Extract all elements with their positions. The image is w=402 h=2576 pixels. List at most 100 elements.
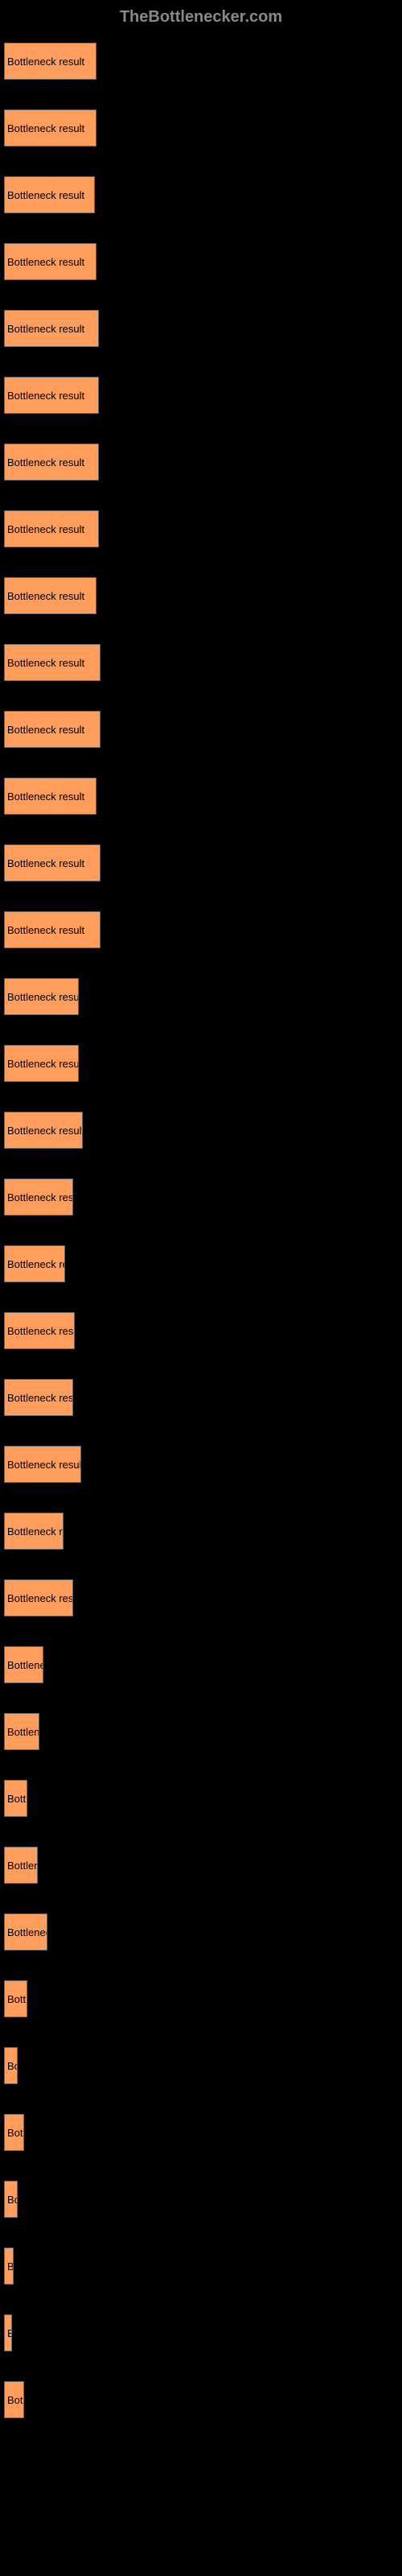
bar: Bottler [4, 1847, 38, 1884]
bar-row: Bottleneck resu [4, 1379, 398, 1416]
bar-row: Bottlene [4, 1646, 398, 1683]
bar: B [4, 2248, 14, 2285]
bar-label: Bottleneck result [7, 791, 84, 803]
bar-row: Bottleneck result [4, 1312, 398, 1349]
bar: Bottleneck resu [4, 1379, 73, 1416]
bar: Bottl [4, 1780, 27, 1817]
bar-row: Bo [4, 2181, 398, 2218]
bar: Bottl [4, 1980, 27, 2017]
bar-label: Bottleneck result [7, 256, 84, 268]
bar-label: Bottleneck result [7, 924, 84, 936]
bar-label: Bottlenec [7, 1926, 47, 1938]
bar: Bottleneck result [4, 978, 79, 1015]
bar-row: Bottleneck result [4, 911, 398, 948]
bar: Bottleneck result [4, 176, 95, 213]
bar-label: Bot [7, 2127, 23, 2139]
bar-row: Bottleneck result [4, 43, 398, 80]
bar-label: Bottleneck result [7, 1191, 73, 1203]
bar: B [4, 2314, 12, 2351]
bar-label: B [7, 2260, 14, 2273]
bar: Bottleneck result [4, 644, 100, 681]
bar: Bottleneck re [4, 1245, 65, 1282]
bar: Bottleneck result [4, 243, 96, 280]
bar-row: Bottleneck result [4, 377, 398, 414]
bar: Bottleneck result [4, 1179, 73, 1216]
bar-label: Bottleneck result [7, 122, 84, 134]
bar-label: Bottleneck result [7, 56, 84, 68]
bar-label: Bottleneck result [7, 523, 84, 535]
bar: Bottleneck result [4, 844, 100, 881]
bar-label: Bo [7, 2060, 18, 2072]
bar-row: Bottleneck result [4, 644, 398, 681]
bar-label: Bottleneck resu [7, 1392, 73, 1404]
bar-row: Bo [4, 2047, 398, 2084]
bar-label: Bottlen [7, 1726, 39, 1738]
bar-label: Bo [7, 2194, 18, 2206]
bar-row: B [4, 2314, 398, 2351]
bar: Bo [4, 2181, 18, 2218]
bar-label: Bottleneck result [7, 323, 84, 335]
bar-row: Bot [4, 2381, 398, 2418]
bar-label: Bottleneck result [7, 1325, 75, 1337]
bar: Bottleneck result [4, 577, 96, 614]
bar-label: Bottleneck re [7, 1258, 65, 1270]
bar-label: Bottleneck resu [7, 1592, 73, 1604]
bar-label: Bottlene [7, 1659, 43, 1671]
bar-row: Bottleneck result [4, 176, 398, 213]
bar-label: Bottleneck result [7, 1459, 81, 1471]
bar-label: Bottl [7, 1993, 27, 2005]
bar: Bottleneck result [4, 911, 100, 948]
bar: Bottleneck result [4, 444, 99, 481]
bar-label: Bottler [7, 1860, 38, 1872]
bar-row: Bottl [4, 1980, 398, 2017]
bar-row: Bottleneck resu [4, 1579, 398, 1616]
bar: Bottleneck result [4, 310, 99, 347]
bar-label: Bottl [7, 1793, 27, 1805]
bar-label: Bottleneck result [7, 724, 84, 736]
bar-row: Bot [4, 2114, 398, 2151]
bar-label: Bot [7, 2394, 23, 2406]
bar: Bottleneck result [4, 711, 100, 748]
bar: Bottleneck result [4, 778, 96, 815]
bar-row: Bottleneck result [4, 978, 398, 1015]
bar: Bottleneck resu [4, 1579, 73, 1616]
bar: Bottleneck result [4, 1112, 83, 1149]
bar-row: Bottleneck result [4, 243, 398, 280]
bar-label: Bottleneck result [7, 390, 84, 402]
site-header: TheBottlenecker.com [0, 0, 402, 43]
bar: Bottleneck result [4, 109, 96, 147]
bar-row: Bottleneck result [4, 1179, 398, 1216]
bar-label: Bottleneck result [7, 991, 79, 1003]
bar: Bottleneck result [4, 377, 99, 414]
bar: Bottleneck result [4, 510, 99, 547]
bar: Bot [4, 2114, 24, 2151]
bar-row: Bottleneck result [4, 109, 398, 147]
bar-row: Bottlenec [4, 1913, 398, 1951]
bar-row: Bottleneck result [4, 711, 398, 748]
bar-label: B [7, 2327, 12, 2339]
bar-label: Bottleneck result [7, 657, 84, 669]
bar: Bottleneck re [4, 1513, 64, 1550]
bar-row: Bottleneck result [4, 577, 398, 614]
bar-row: Bottleneck result [4, 1112, 398, 1149]
bar: Bottlene [4, 1646, 43, 1683]
bar-label: Bottleneck result [7, 1058, 79, 1070]
bar-label: Bottleneck result [7, 857, 84, 869]
bar-row: Bottleneck result [4, 844, 398, 881]
bar: Bottleneck result [4, 1045, 79, 1082]
bar: Bottlenec [4, 1913, 47, 1951]
bar-row: Bottler [4, 1847, 398, 1884]
bar-row: Bottleneck result [4, 310, 398, 347]
bar-label: Bottleneck result [7, 590, 84, 602]
bar-row: Bottleneck result [4, 1446, 398, 1483]
bar: Bottleneck result [4, 43, 96, 80]
bar: Bottlen [4, 1713, 39, 1750]
bar-label: Bottleneck result [7, 189, 84, 201]
bar-row: Bottl [4, 1780, 398, 1817]
bar-label: Bottleneck result [7, 1125, 83, 1137]
bar-row: Bottleneck result [4, 444, 398, 481]
bar-row: Bottleneck re [4, 1245, 398, 1282]
bar-row: Bottleneck result [4, 1045, 398, 1082]
bar-row: Bottleneck result [4, 778, 398, 815]
bar-row: Bottlen [4, 1713, 398, 1750]
